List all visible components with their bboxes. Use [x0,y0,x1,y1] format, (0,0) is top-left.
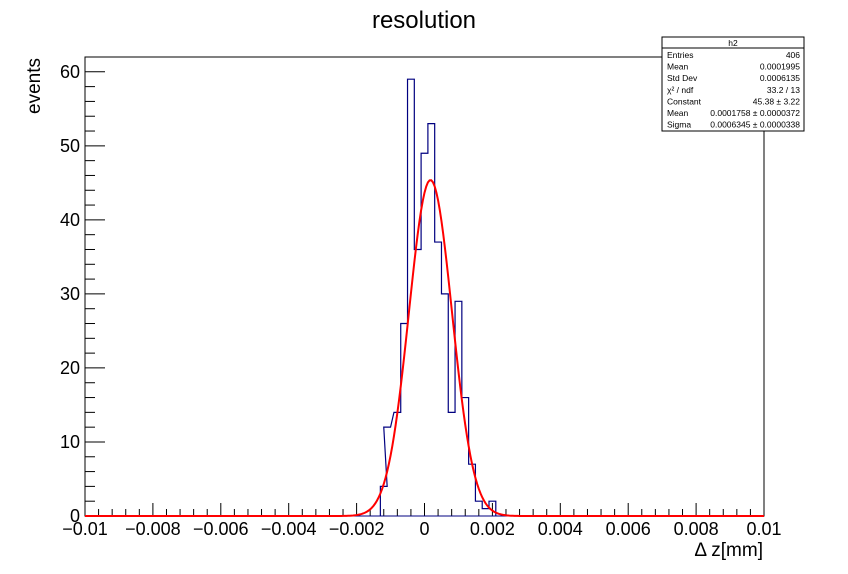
x-tick-label: −0.008 [125,519,181,539]
stats-row-label: Sigma [667,120,691,130]
x-tick-label: 0.004 [538,519,583,539]
y-tick-label: 30 [60,284,80,304]
stats-row-label: Mean [667,62,689,72]
stats-box-frame [661,36,805,132]
y-tick-label: 0 [70,506,80,526]
stats-row-value: 0.0001758 ± 0.0000372 [710,108,800,118]
x-tick-label: −0.002 [329,519,385,539]
y-tick-label: 10 [60,432,80,452]
stats-row-label: Constant [667,96,702,106]
histogram-bin [414,249,421,516]
x-tick-label: 0.006 [606,519,651,539]
x-tick-label: −0.006 [193,519,249,539]
x-tick-label: −0.004 [261,519,317,539]
stats-row-value: 0.0006345 ± 0.0000338 [710,120,800,130]
chart-title: resolution [372,7,476,34]
stats-row-label: Std Dev [667,73,698,83]
fit-curve [85,179,764,517]
y-tick-label: 40 [60,210,80,230]
stats-row-label: Entries [667,50,693,60]
stats-row-label: χ² / ndf [667,85,694,95]
y-axis-label: events [24,58,45,114]
histogram-outline [379,78,497,516]
stats-row-value: 406 [786,50,800,60]
histogram-bin [455,301,462,516]
stats-box-title: h2 [728,38,738,48]
x-tick-labels: −0.01 −0.008 −0.006 −0.004 −0.002 0 0.002 0.004… [62,519,781,539]
y-tick-labels: 0 10 20 30 40 50 60 [60,62,80,526]
stats-row-value: 45.38 ± 3.22 [753,96,800,106]
gaussian-fit-line [85,179,764,517]
stats-row-label: Mean [667,108,689,118]
y-tick-label: 20 [60,358,80,378]
histogram-bin [441,294,448,516]
x-axis-label: Δ z[mm] [694,540,763,561]
stats-box: h2 Entries 406 Mean 0.0001995 Std Dev 0.00061… [661,36,805,132]
axis-ticks [84,56,765,517]
y-tick-label: 50 [60,136,80,156]
histogram [85,78,764,517]
stats-row-value: 0.0001995 [760,62,800,72]
histogram-bin [435,242,442,516]
x-tick-label: 0.002 [470,519,515,539]
x-tick-label: −0.01 [62,519,108,539]
stats-row-value: 33.2 / 13 [767,85,800,95]
x-tick-label: 0.008 [674,519,719,539]
x-tick-label: 0 [419,519,429,539]
histogram-bin [448,412,455,516]
x-tick-label: 0.01 [746,519,781,539]
y-tick-label: 60 [60,62,80,82]
stats-row-value: 0.0006135 [760,73,800,83]
histogram-bin [462,398,469,516]
histogram-bin [482,509,489,516]
